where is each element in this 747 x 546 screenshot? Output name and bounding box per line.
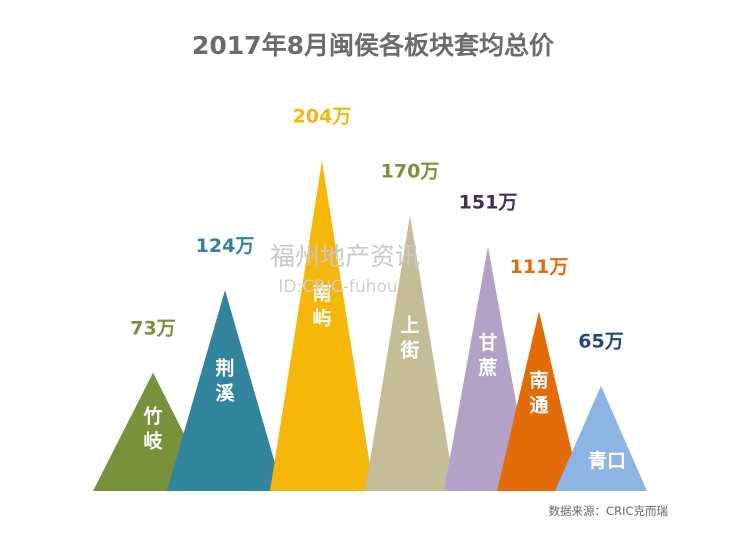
value-label-3: 204万 xyxy=(293,106,352,128)
category-label-1-char-1: 竹 xyxy=(142,404,162,427)
triangle-bar-5 xyxy=(444,246,532,491)
triangle-bar-6 xyxy=(497,311,581,491)
category-label-5-char-1: 甘 xyxy=(478,332,497,354)
category-label-7: 青口 xyxy=(588,450,626,472)
category-label-6-char-1: 南 xyxy=(529,370,548,392)
value-label-2: 124万 xyxy=(196,235,255,257)
category-label-3-char-2: 屿 xyxy=(312,307,331,329)
value-label-6: 111万 xyxy=(510,256,569,278)
chart-title: 2017年8月闽侯各板块套均总价 xyxy=(192,31,555,60)
category-label-3-char-1: 南 xyxy=(312,282,331,304)
triangle-bar-7 xyxy=(555,385,647,491)
triangle-bar-4 xyxy=(365,215,455,491)
value-label-4: 170万 xyxy=(381,161,440,183)
source-note: 数据来源：CRIC克而瑞 xyxy=(549,504,668,518)
value-label-5: 151万 xyxy=(459,191,518,213)
category-label-5-char-2: 蔗 xyxy=(477,356,497,379)
triangle-bar-3 xyxy=(270,160,374,491)
category-label-2-char-2: 溪 xyxy=(215,382,235,404)
category-label-6-char-2: 通 xyxy=(529,395,549,417)
watermark-name: 福州地产资讯 xyxy=(270,242,420,271)
category-label-4-char-1: 上 xyxy=(400,314,419,336)
watermark-id: ID:CRIC-fuhou xyxy=(278,277,397,297)
value-label-7: 65万 xyxy=(578,331,623,353)
category-label-1-char-2: 岐 xyxy=(143,430,163,452)
category-label-2-char-1: 荆 xyxy=(215,356,234,379)
category-label-4-char-2: 街 xyxy=(399,338,419,361)
value-label-1: 73万 xyxy=(130,318,175,340)
triangle-bar-2 xyxy=(167,290,283,491)
